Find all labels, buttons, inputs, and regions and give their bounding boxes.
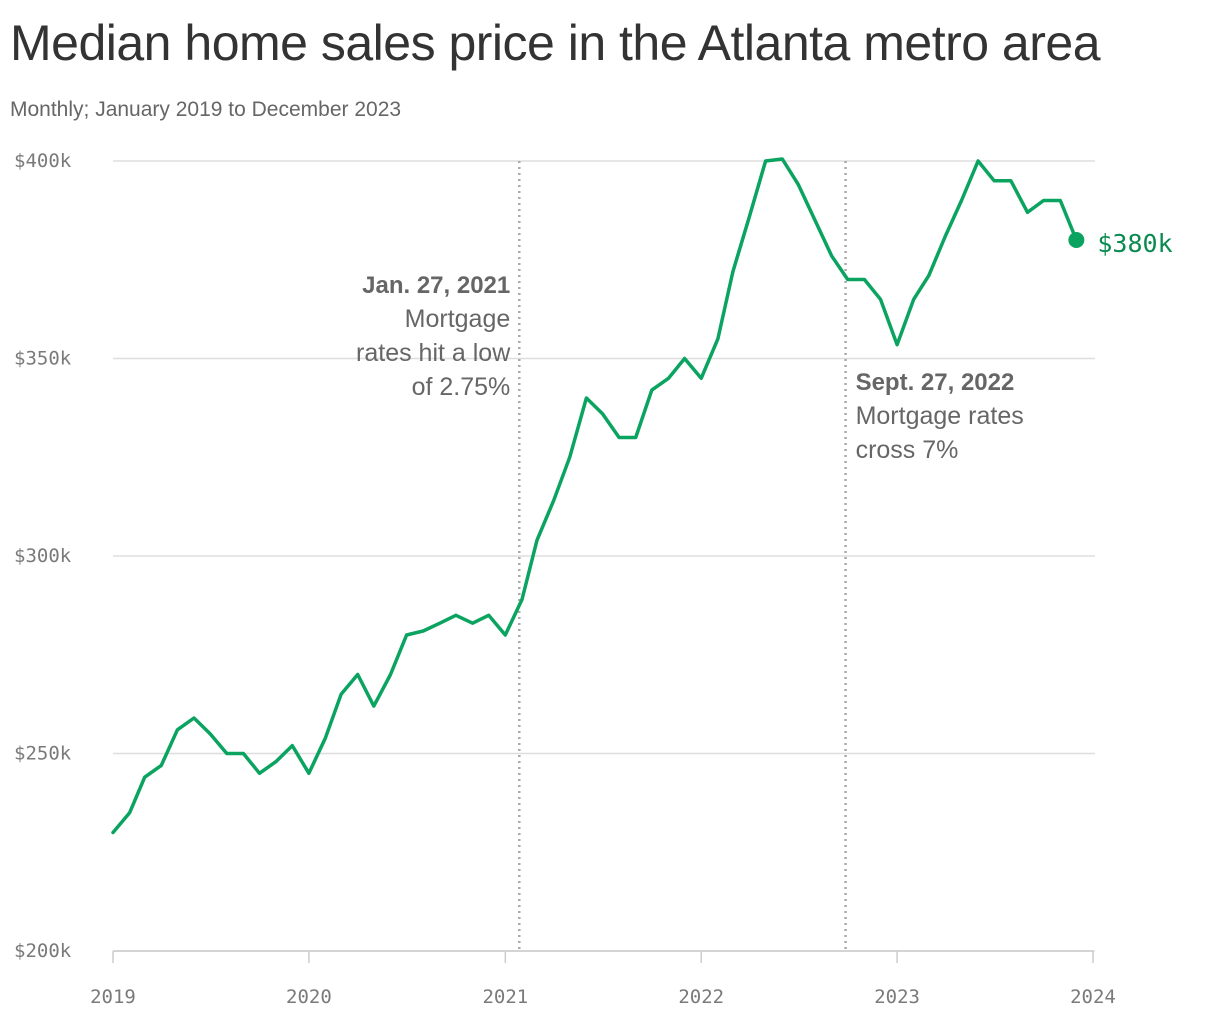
annotation-text: rates hit a low: [356, 339, 511, 367]
y-tick-label: $300k: [14, 545, 72, 567]
annotation-heading: Jan. 27, 2021: [362, 272, 510, 299]
x-tick-label: 2021: [482, 986, 528, 1008]
x-tick-label: 2022: [678, 986, 724, 1008]
y-tick-label: $200k: [14, 940, 72, 962]
annotation-text: Mortgage: [405, 305, 511, 333]
annotation-text: Mortgage rates: [856, 402, 1024, 430]
x-tick-label: 2019: [90, 986, 136, 1008]
chart-title: Median home sales price in the Atlanta m…: [10, 15, 1101, 71]
x-tick-label: 2020: [286, 986, 332, 1008]
annotation-text: cross 7%: [856, 436, 959, 464]
x-tick-label: 2024: [1070, 986, 1116, 1008]
annotation-text: of 2.75%: [412, 373, 511, 401]
y-tick-label: $250k: [14, 743, 72, 765]
y-tick-label: $400k: [14, 150, 72, 172]
end-point-marker: [1068, 232, 1085, 248]
series-line: [111, 157, 1079, 835]
chart-subtitle: Monthly; January 2019 to December 2023: [10, 98, 402, 121]
x-tick-label: 2023: [874, 986, 920, 1008]
y-tick-label: $350k: [14, 348, 72, 370]
annotation-heading: Sept. 27, 2022: [856, 369, 1015, 396]
end-value-label: $380k: [1097, 229, 1172, 258]
